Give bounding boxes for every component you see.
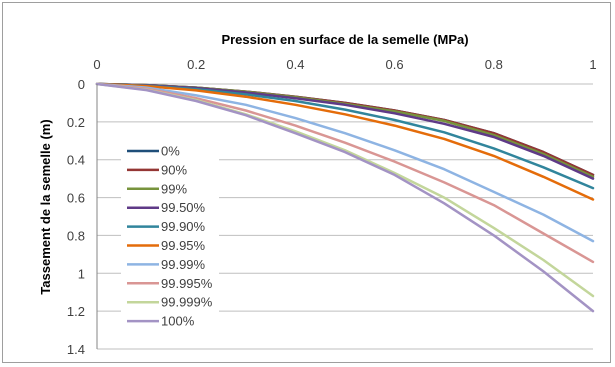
y-tick-label: 1 bbox=[78, 266, 85, 281]
legend-label: 99.999% bbox=[161, 295, 213, 310]
y-tick-label: 1.4 bbox=[67, 342, 85, 357]
series-line bbox=[95, 82, 595, 264]
legend-label: 100% bbox=[161, 314, 195, 329]
legend-label: 99.95% bbox=[161, 238, 206, 253]
legend-label: 99% bbox=[161, 181, 187, 196]
chart-plot: 0 0.2 0.4 0.6 0.8 1 1.2 1.4 0 0.2 0.4 0.6 0.8 1 0% 90%… bbox=[38, 32, 597, 357]
x-tick-label: 0.6 bbox=[386, 57, 404, 72]
series-line bbox=[95, 82, 595, 313]
legend-label: 90% bbox=[161, 162, 187, 177]
x-tick-label: 0.2 bbox=[187, 57, 205, 72]
x-tick-label: 0.4 bbox=[286, 57, 304, 72]
y-axis-title: Tassement de la semelle (m) bbox=[38, 119, 53, 294]
legend-label: 99.90% bbox=[161, 219, 206, 234]
legend-label: 0% bbox=[161, 144, 180, 159]
x-tick-label: 0 bbox=[93, 57, 100, 72]
legend-label: 99.995% bbox=[161, 276, 213, 291]
y-tick-label: 0.8 bbox=[67, 228, 85, 243]
legend-label: 99.99% bbox=[161, 257, 206, 272]
y-tick-label: 0.6 bbox=[67, 191, 85, 206]
x-tick-label: 0.8 bbox=[485, 57, 503, 72]
y-tick-label: 0.2 bbox=[67, 115, 85, 130]
y-tick-label: 0.4 bbox=[67, 153, 85, 168]
y-tick-label: 0 bbox=[78, 77, 85, 92]
chart-frame: 0 0.2 0.4 0.6 0.8 1 1.2 1.4 0 0.2 0.4 0.6 0.8 1 0% 90%… bbox=[2, 2, 611, 363]
y-tick-label: 1.2 bbox=[67, 304, 85, 319]
series-line bbox=[95, 82, 595, 243]
x-tick-label: 1 bbox=[589, 57, 596, 72]
series-line bbox=[95, 82, 595, 201]
x-axis-title: Pression en surface de la semelle (MPa) bbox=[221, 32, 468, 47]
legend-label: 99.50% bbox=[161, 200, 206, 215]
